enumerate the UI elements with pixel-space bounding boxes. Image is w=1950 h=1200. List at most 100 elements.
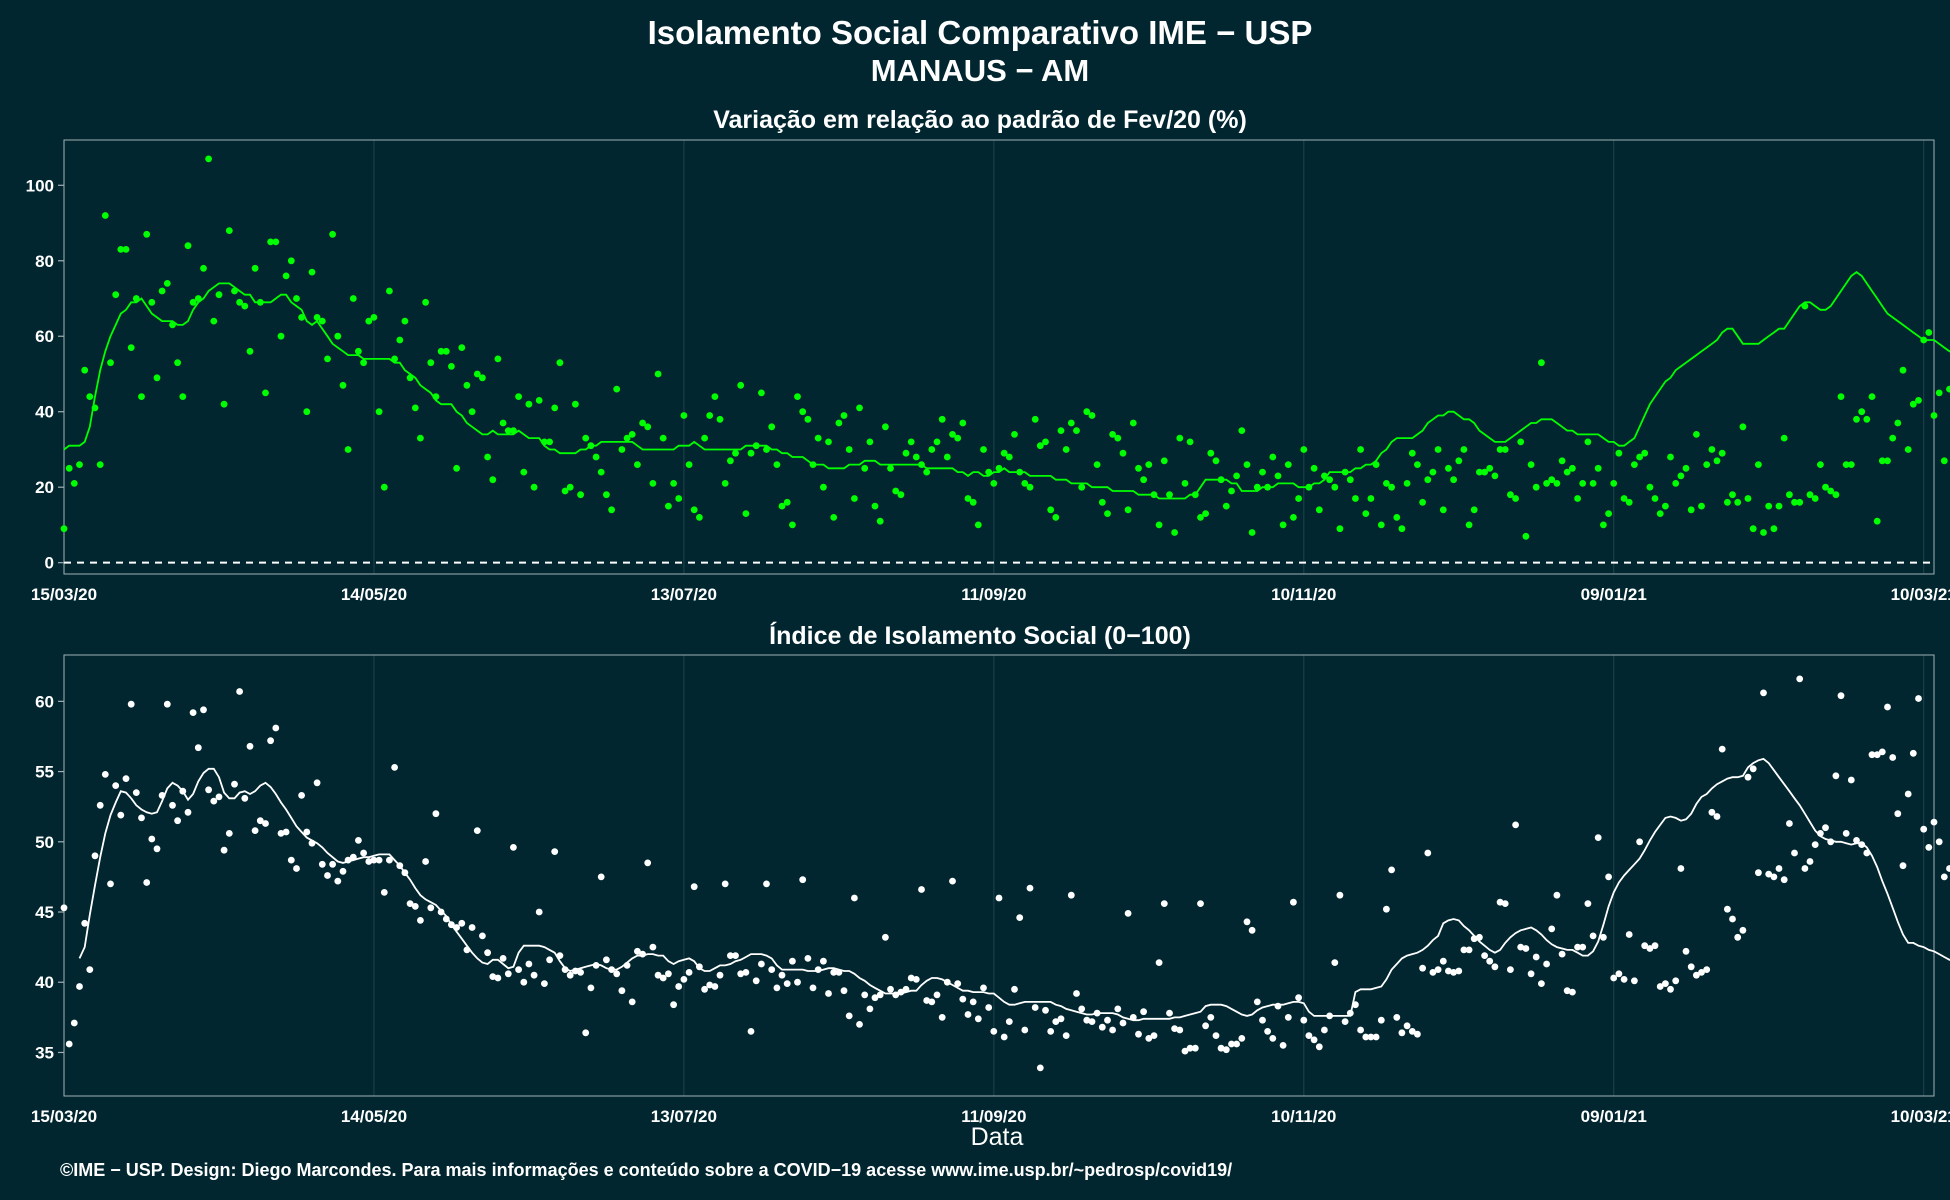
bottom-point <box>907 974 915 982</box>
bottom-point <box>344 856 352 864</box>
top-point <box>448 363 455 370</box>
bottom-point <box>716 971 724 979</box>
top-point <box>1786 491 1793 499</box>
top-point <box>1656 510 1664 517</box>
top-point <box>442 347 450 355</box>
top-point <box>659 434 667 442</box>
top-point <box>1176 434 1184 442</box>
bottom-point <box>1517 943 1525 951</box>
bottom-point <box>1734 933 1742 941</box>
top-point <box>974 521 982 529</box>
bottom-point <box>277 830 285 837</box>
bottom-point <box>205 786 213 794</box>
bottom-point <box>1569 988 1576 996</box>
top-point <box>1827 487 1835 495</box>
top-y-tick-5: 100 <box>26 176 54 195</box>
top-point <box>1940 457 1948 465</box>
bottom-point <box>928 998 936 1006</box>
top-point <box>215 291 223 299</box>
top-y-tick-2: 40 <box>35 403 54 422</box>
bottom-point <box>1946 865 1950 872</box>
bottom-point <box>608 966 615 973</box>
bottom-point <box>556 952 564 959</box>
bottom-point <box>1279 1042 1287 1049</box>
bottom-point <box>1000 1033 1008 1041</box>
bottom-point <box>1729 915 1736 923</box>
top-point <box>618 446 626 453</box>
top-point <box>1858 408 1866 416</box>
top-point <box>789 521 796 529</box>
top-point <box>1605 510 1612 517</box>
top-point <box>70 480 78 487</box>
bottom-point <box>1011 985 1018 993</box>
bottom-point <box>840 987 848 995</box>
top-point <box>577 491 584 499</box>
bottom-point <box>1646 945 1654 952</box>
top-point <box>122 246 130 253</box>
top-point <box>530 483 538 491</box>
bottom-point <box>1145 1035 1153 1042</box>
bottom-point <box>267 737 274 745</box>
top-point <box>1837 393 1845 400</box>
bottom-point <box>990 1028 998 1035</box>
top-point <box>1191 491 1199 499</box>
bottom-point <box>1770 873 1778 881</box>
bottom-point <box>1341 1018 1349 1025</box>
bottom-point <box>1703 966 1711 973</box>
bottom-point <box>1574 943 1581 951</box>
top-x-tick-6: 10/03/21 <box>1891 585 1950 604</box>
bottom-point <box>902 985 910 993</box>
top-point <box>701 434 708 442</box>
top-point <box>964 495 972 502</box>
bottom-point <box>1470 935 1478 943</box>
top-point <box>794 393 801 400</box>
bottom-point <box>1429 969 1437 976</box>
bottom-point <box>1853 837 1860 844</box>
bottom-point <box>386 856 393 864</box>
top-point <box>1119 449 1127 457</box>
top-point <box>1031 415 1039 423</box>
bottom-point <box>1114 1005 1122 1013</box>
bottom-point <box>680 976 688 983</box>
top-point <box>370 314 378 321</box>
bottom-point <box>1512 821 1519 829</box>
bottom-x-tick-6: 10/03/21 <box>1891 1107 1950 1126</box>
bottom-point <box>969 998 977 1006</box>
bottom-point <box>76 983 83 990</box>
bottom-point <box>324 872 331 879</box>
top-point <box>246 347 254 355</box>
bottom-point <box>437 908 445 916</box>
bottom-point <box>1104 1016 1111 1024</box>
top-point <box>401 317 409 325</box>
top-point <box>1543 480 1550 487</box>
top-point <box>318 317 326 325</box>
bottom-point <box>1496 898 1504 906</box>
top-point <box>380 483 388 491</box>
top-point <box>1104 510 1111 517</box>
bottom-point <box>1744 773 1752 781</box>
top-point <box>1770 525 1778 533</box>
bottom-moving-average-line <box>78 757 1950 1022</box>
bottom-point <box>634 947 641 955</box>
bottom-point <box>804 955 812 962</box>
bottom-point <box>1915 695 1922 702</box>
bottom-point <box>1450 969 1457 976</box>
top-point <box>1806 491 1814 499</box>
bottom-point <box>1672 977 1680 985</box>
top-point <box>639 419 646 427</box>
bottom-point <box>1780 876 1788 884</box>
bottom-point <box>504 970 512 978</box>
bottom-point <box>943 978 951 986</box>
bottom-point <box>86 966 94 973</box>
bottom-point <box>727 952 734 959</box>
top-point <box>1098 498 1106 506</box>
top-point <box>799 408 807 416</box>
top-point <box>928 446 936 453</box>
top-point <box>1527 461 1535 468</box>
bottom-point <box>1321 1026 1328 1034</box>
top-point <box>1682 464 1690 472</box>
bottom-point <box>1543 960 1550 968</box>
top-point <box>912 453 920 461</box>
top-point <box>1894 419 1902 427</box>
bottom-point <box>1775 865 1783 872</box>
